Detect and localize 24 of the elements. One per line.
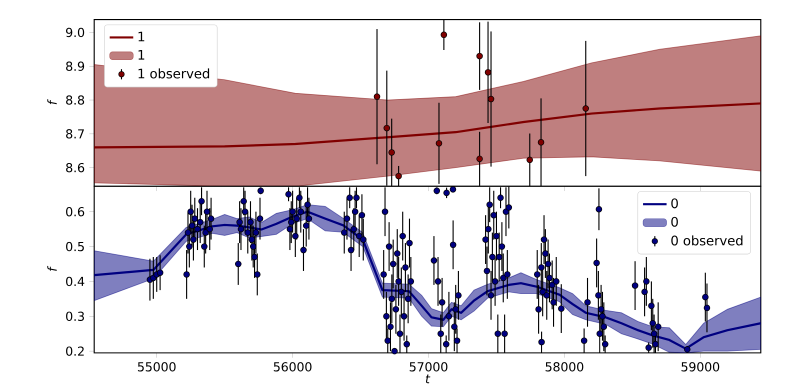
y-tick-label: 8.7 (66, 129, 84, 138)
legend-label: 1 (138, 50, 144, 60)
y-tick-label: 0.5 (66, 242, 84, 252)
text: 1 (138, 32, 144, 42)
x-tick-label: 58000 (546, 362, 584, 372)
y-tick-label: 0.3 (66, 312, 84, 321)
y-tick-label: 9.0 (66, 28, 84, 38)
text: 0 (671, 198, 678, 208)
x-tick-label: 55000 (138, 362, 176, 372)
x-tick-label: 56000 (274, 362, 312, 372)
x-tick-label: 59000 (682, 362, 720, 372)
y-tick-label: 8.8 (66, 95, 84, 105)
y-tick-label: 0.6 (66, 206, 84, 216)
y-tick-label: 0.2 (66, 346, 84, 356)
legend-label: 1 observed (138, 68, 210, 78)
legend-label: 0 observed (671, 235, 742, 246)
y-tick-label: 8.9 (66, 62, 84, 71)
x-tick-label: 57000 (410, 362, 448, 372)
legend-label: 0 (671, 216, 678, 227)
y-tick-label: 0.4 (66, 276, 84, 286)
y-tick-label: 8.6 (66, 162, 84, 172)
y-axis-title: f (47, 266, 57, 271)
y-axis-title: f (47, 99, 57, 104)
x-axis-title: t (426, 374, 430, 384)
